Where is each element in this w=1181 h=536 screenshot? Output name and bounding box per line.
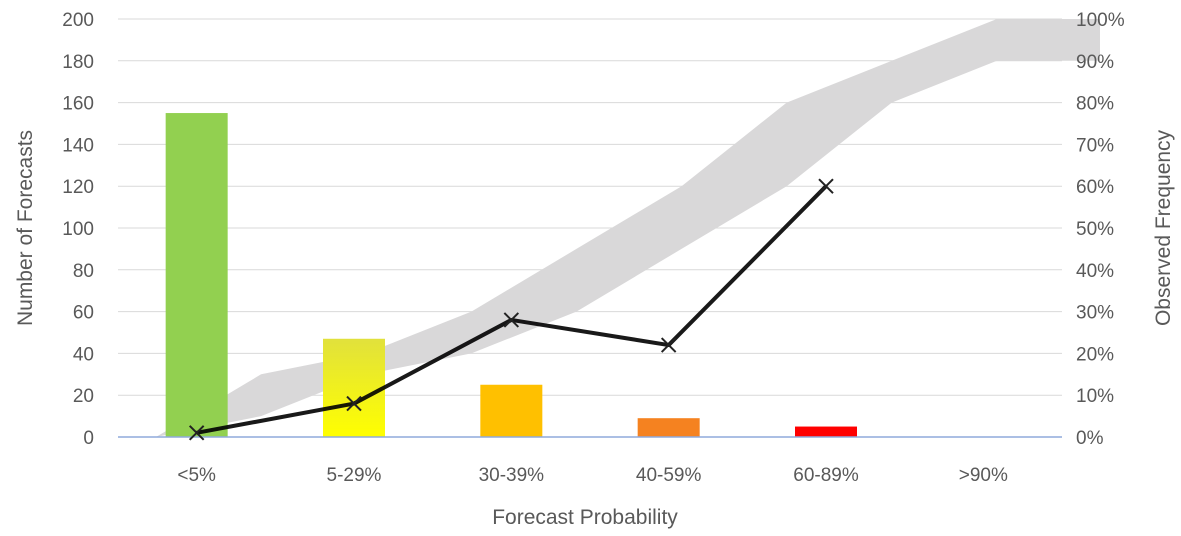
y-tick-label: 0: [83, 428, 94, 449]
x-marker: [818, 178, 834, 194]
x-tick-label: 5-29%: [327, 465, 382, 486]
x-tick-label: 40-59%: [636, 465, 702, 486]
y-axis-right-ticks: 0% 10% 20% 30% 40% 50% 60% 70% 80% 90% 100%: [1076, 10, 1125, 449]
y-axis-left-title: Number of Forecasts: [14, 130, 37, 326]
x-tick-label: 60-89%: [793, 465, 859, 486]
bar: [637, 418, 700, 437]
bar: [165, 113, 228, 438]
band-area: [156, 19, 1100, 437]
bar: [795, 426, 857, 437]
y-tick-label: 180: [62, 52, 94, 73]
x-marker: [346, 395, 362, 412]
bar-series: [165, 113, 857, 438]
y-tick-label: 100: [62, 219, 94, 240]
y2-tick-label: 60%: [1076, 177, 1114, 198]
x-marker: [188, 425, 205, 441]
y2-tick-label: 20%: [1076, 344, 1114, 365]
y-tick-label: 40: [73, 344, 94, 365]
x-marker: [660, 337, 677, 353]
confidence-band: [156, 19, 1100, 437]
y-tick-label: 200: [62, 10, 94, 31]
x-tick-label: >90%: [959, 465, 1008, 486]
y2-tick-label: 100%: [1076, 10, 1125, 31]
observed-frequency-series: [188, 178, 834, 441]
y-tick-label: 80: [73, 261, 94, 282]
y2-tick-label: 40%: [1076, 261, 1114, 282]
x-tick-label: <5%: [177, 465, 216, 486]
x-marker: [503, 312, 520, 328]
y2-tick-label: 50%: [1076, 219, 1114, 240]
y2-tick-label: 90%: [1076, 52, 1114, 73]
y2-tick-label: 80%: [1076, 94, 1114, 115]
y2-tick-label: 30%: [1076, 303, 1114, 324]
x-axis-title: Forecast Probability: [492, 506, 678, 529]
y-axis-left-ticks: 0 20 40 60 80 100 120 140 160 180 200: [62, 10, 94, 449]
y-axis-right-title: Observed Frequency: [1152, 129, 1175, 326]
y2-tick-label: 70%: [1076, 135, 1114, 156]
bar: [323, 338, 385, 437]
y-tick-label: 20: [73, 386, 94, 407]
y2-tick-label: 0%: [1076, 428, 1104, 449]
y-tick-label: 120: [62, 177, 94, 198]
bar: [480, 384, 543, 437]
x-tick-label: 30-39%: [479, 465, 545, 486]
x-axis-categories: <5% 5-29% 30-39% 40-59% 60-89% >90%: [177, 465, 1008, 486]
y2-tick-label: 10%: [1076, 386, 1114, 407]
y-tick-label: 140: [62, 135, 94, 156]
y-tick-label: 160: [62, 94, 94, 115]
y-tick-label: 60: [73, 303, 94, 324]
gridlines: [118, 18, 1062, 396]
